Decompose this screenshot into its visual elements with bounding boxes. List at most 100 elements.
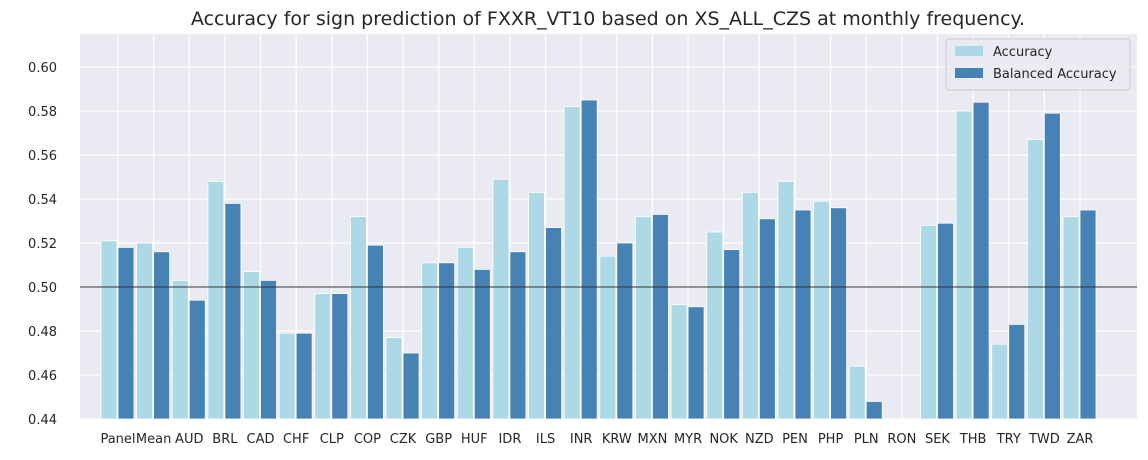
bar-brl-accuracy — [207, 180, 225, 420]
bar-aud-balanced-accuracy — [188, 299, 206, 420]
y-tick-label: 0.46 — [28, 369, 57, 384]
bar-pln-balanced-accuracy — [865, 400, 883, 420]
y-tick-label: 0.48 — [28, 325, 57, 340]
y-tick-label: 0.50 — [28, 281, 57, 296]
x-tick-label: IDR — [498, 432, 521, 447]
bar-sek-balanced-accuracy — [937, 222, 954, 420]
y-tick-label: 0.60 — [28, 61, 57, 76]
bar-brl-balanced-accuracy — [224, 202, 242, 420]
bar-pln-accuracy — [848, 365, 866, 420]
bar-ils-accuracy — [528, 191, 545, 420]
y-tick-labels: 0.44 0.46 0.48 0.50 0.52 0.54 0.56 0.58 0.60 — [28, 61, 57, 428]
x-tick-label: TWD — [1028, 432, 1060, 447]
bar-cop-balanced-accuracy — [367, 244, 384, 420]
bar-thb-balanced-accuracy — [972, 101, 990, 420]
bar-czk-balanced-accuracy — [402, 352, 420, 420]
bar-twd-balanced-accuracy — [1043, 112, 1061, 420]
x-tick-label: TRY — [996, 432, 1021, 447]
bar-inr-accuracy — [563, 106, 581, 420]
x-tick-label: CZK — [390, 432, 417, 447]
x-tick-label: AUD — [175, 432, 203, 447]
bar-thb-accuracy — [955, 110, 973, 420]
x-tick-label: NOK — [709, 432, 738, 447]
x-tick-label: SEK — [925, 432, 950, 447]
bar-czk-accuracy — [385, 337, 403, 420]
bar-mean-accuracy — [136, 242, 154, 420]
bar-nzd-accuracy — [741, 191, 759, 420]
bar-php-accuracy — [813, 200, 830, 420]
bar-ils-balanced-accuracy — [545, 227, 562, 420]
legend-swatch-balanced-accuracy — [955, 68, 983, 78]
x-tick-label: MXN — [638, 432, 668, 447]
bar-gbp-accuracy — [421, 262, 439, 420]
x-tick-label: GBP — [425, 432, 452, 447]
bar-aud-accuracy — [171, 279, 189, 420]
bar-clp-balanced-accuracy — [331, 293, 349, 420]
x-tick-label: THB — [959, 432, 987, 447]
y-tick-label: 0.56 — [28, 149, 57, 164]
bar-panel-accuracy — [100, 240, 118, 420]
bar-sek-accuracy — [920, 224, 937, 420]
legend: Accuracy Balanced Accuracy — [945, 38, 1131, 91]
bar-inr-balanced-accuracy — [580, 99, 598, 420]
bar-mxn-balanced-accuracy — [652, 213, 669, 420]
bar-krw-balanced-accuracy — [616, 242, 634, 420]
bar-gbp-balanced-accuracy — [438, 262, 456, 420]
bar-zar-accuracy — [1062, 216, 1080, 420]
bar-zar-balanced-accuracy — [1079, 209, 1097, 420]
x-tick-label: HUF — [461, 432, 488, 447]
bar-twd-accuracy — [1026, 139, 1044, 420]
x-tick-label: BRL — [212, 432, 238, 447]
bar-pen-balanced-accuracy — [794, 209, 812, 420]
bar-myr-balanced-accuracy — [687, 306, 705, 420]
bar-chf-accuracy — [278, 332, 296, 420]
bar-huf-accuracy — [456, 246, 474, 420]
y-tick-label: 0.52 — [28, 237, 57, 252]
x-tick-label: ILS — [536, 432, 555, 447]
x-tick-label: CHF — [283, 432, 309, 447]
bar-mean-balanced-accuracy — [153, 251, 171, 420]
x-tick-labels: Panel Mean AUD BRL CAD CHF CLP COP CZK GBP HUF IDR I… — [100, 432, 1093, 447]
x-tick-label: RON — [887, 432, 916, 447]
y-tick-label: 0.44 — [28, 413, 57, 428]
x-tick-label: Mean — [136, 432, 171, 447]
bar-cad-balanced-accuracy — [260, 279, 277, 420]
bars — [100, 99, 1097, 420]
x-tick-label: INR — [570, 432, 593, 447]
bar-panel-balanced-accuracy — [117, 246, 135, 420]
bar-pen-accuracy — [777, 180, 795, 420]
x-tick-label: PEN — [782, 432, 808, 447]
bar-nok-accuracy — [706, 231, 724, 420]
x-tick-label: PLN — [854, 432, 879, 447]
bar-cad-accuracy — [243, 271, 260, 420]
bar-chf-balanced-accuracy — [295, 332, 313, 420]
y-tick-label: 0.54 — [28, 193, 57, 208]
bar-try-accuracy — [991, 343, 1009, 420]
bar-idr-balanced-accuracy — [509, 251, 527, 420]
x-tick-label: NZD — [745, 432, 774, 447]
chart-title: Accuracy for sign prediction of FXXR_VT1… — [191, 8, 1025, 30]
bar-mxn-accuracy — [635, 216, 652, 420]
bar-php-balanced-accuracy — [830, 207, 847, 420]
x-tick-label: PHP — [818, 432, 844, 447]
x-tick-label: CAD — [247, 432, 275, 447]
bar-nok-balanced-accuracy — [723, 249, 741, 420]
bar-krw-accuracy — [599, 255, 617, 420]
bar-huf-balanced-accuracy — [473, 268, 491, 420]
x-tick-label: KRW — [602, 432, 632, 447]
bar-cop-accuracy — [350, 216, 367, 420]
y-tick-label: 0.58 — [28, 105, 57, 120]
legend-swatch-accuracy — [955, 46, 983, 56]
bar-try-balanced-accuracy — [1008, 323, 1026, 420]
x-tick-label: MYR — [674, 432, 702, 447]
bar-myr-accuracy — [670, 304, 688, 420]
legend-label-accuracy: Accuracy — [993, 45, 1053, 60]
x-tick-label: Panel — [100, 432, 135, 447]
bar-idr-accuracy — [492, 178, 510, 420]
bar-clp-accuracy — [314, 293, 332, 420]
bar-nzd-balanced-accuracy — [758, 218, 776, 420]
x-tick-label: ZAR — [1067, 432, 1094, 447]
x-tick-label: COP — [354, 432, 381, 447]
legend-label-balanced-accuracy: Balanced Accuracy — [993, 67, 1117, 82]
